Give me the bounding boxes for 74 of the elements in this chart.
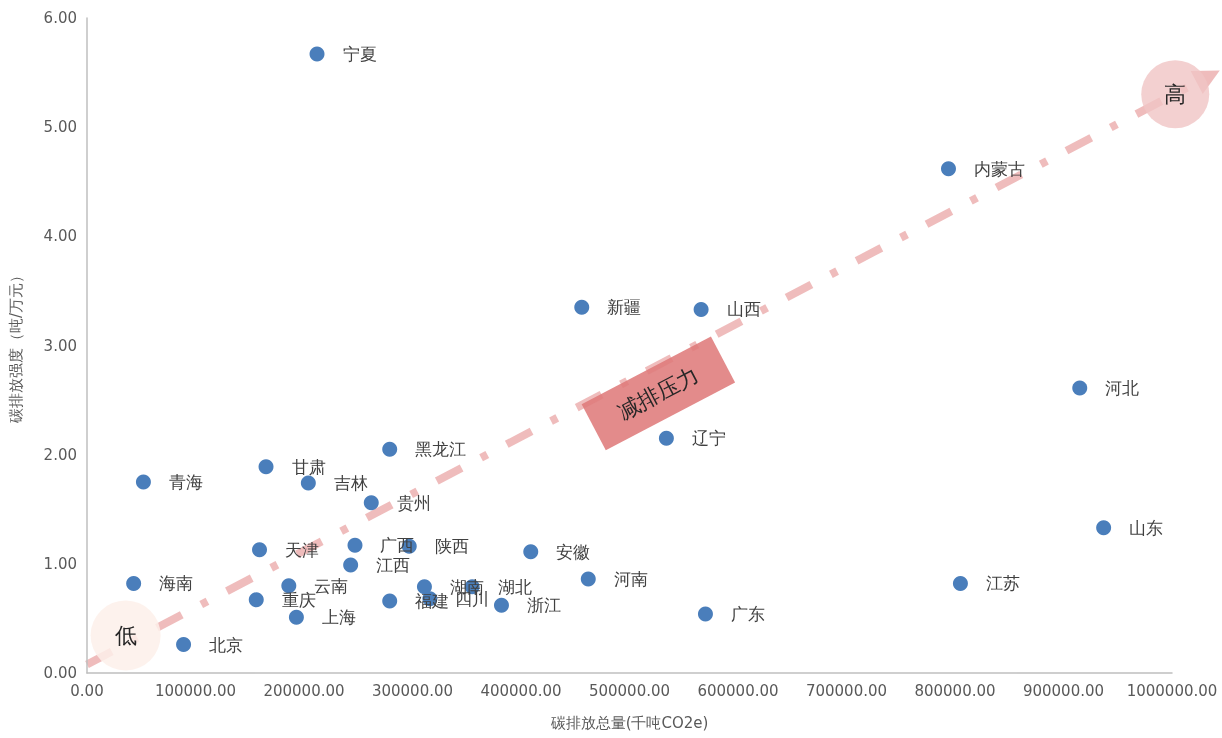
point [288, 609, 304, 625]
x-tick-label: 800000.00 [914, 681, 996, 700]
x-axis-title: 碳排放总量(千吨CO2e) [549, 713, 709, 732]
data-label: 内蒙古 [973, 158, 1025, 179]
x-tick-label: 900000.00 [1022, 681, 1105, 700]
annotation: 低 [114, 622, 137, 648]
x-tick-label: 500000.00 [588, 681, 671, 700]
x-tick-label: 700000.00 [805, 681, 888, 700]
point [363, 495, 379, 511]
data-label: 新疆 [607, 297, 642, 318]
y-tick-label: 4.00 [43, 227, 77, 246]
point [693, 301, 709, 317]
point [382, 441, 398, 457]
data-label: 河北 [1105, 378, 1140, 399]
point [493, 597, 509, 613]
data-label: 云南 [314, 575, 349, 596]
point [1072, 380, 1088, 396]
data-label: 河南 [613, 569, 648, 590]
point [1096, 520, 1112, 536]
data-label: 江苏 [985, 573, 1020, 594]
point [135, 474, 151, 490]
data-label: 宁夏 [342, 44, 377, 65]
x-tick-label: 600000.00 [697, 681, 779, 700]
data-label: 北京 [209, 634, 244, 655]
data-label: 黑龙江 [415, 439, 467, 460]
point [176, 637, 192, 653]
x-tick-label: 200000.00 [263, 681, 345, 700]
point [523, 544, 539, 560]
data-label: 海南 [159, 573, 194, 594]
x-tick-label: 300000.00 [371, 681, 454, 700]
y-tick-label: 1.00 [43, 554, 77, 573]
data-label: 辽宁 [691, 428, 726, 449]
y-tick-label: 2.00 [43, 445, 77, 464]
data-label: 湖北 [497, 576, 532, 597]
point [697, 606, 713, 622]
data-label: 吉林 [333, 473, 368, 494]
data-label: 浙江 [526, 595, 561, 616]
data-label: 山西 [726, 299, 761, 320]
point [309, 46, 325, 62]
x-tick-label: 100000.00 [154, 681, 237, 700]
point [941, 161, 956, 177]
point [248, 592, 264, 608]
y-tick-label: 3.00 [43, 336, 77, 355]
data-label: 广东 [730, 604, 765, 625]
point [126, 575, 142, 591]
point [658, 430, 674, 446]
y-tick-label: 5.00 [43, 118, 77, 137]
point [574, 299, 590, 315]
point [252, 542, 268, 558]
point [343, 557, 359, 573]
data-label: 上海 [321, 607, 356, 628]
annotation: 高 [1164, 81, 1187, 107]
data-label: 陕西 [434, 536, 469, 557]
point [347, 537, 363, 553]
data-label: 山东 [1129, 517, 1164, 538]
data-label: 江西 [376, 554, 411, 575]
y-axis-title: 碳排放强度（吨/万元） [6, 267, 25, 425]
x-tick-label: 400000.00 [480, 681, 562, 700]
data-label: 青海 [168, 471, 203, 492]
x-tick-label: 1000000.00 [1126, 681, 1218, 700]
data-label: 安徽 [556, 541, 591, 562]
point [952, 575, 968, 591]
point [580, 571, 596, 587]
data-label: 甘肃 [291, 456, 326, 477]
annotation: 减排压力 [613, 361, 704, 425]
data-label: 重庆 [281, 589, 316, 610]
point [300, 475, 316, 491]
data-label: 贵州 [396, 492, 431, 513]
point [258, 459, 274, 475]
data-label: 天津 [285, 539, 320, 560]
y-tick-label: 0.00 [43, 664, 77, 682]
y-tick-label: 6.00 [43, 9, 77, 27]
x-tick-label: 0.00 [70, 681, 104, 700]
point [382, 593, 398, 609]
